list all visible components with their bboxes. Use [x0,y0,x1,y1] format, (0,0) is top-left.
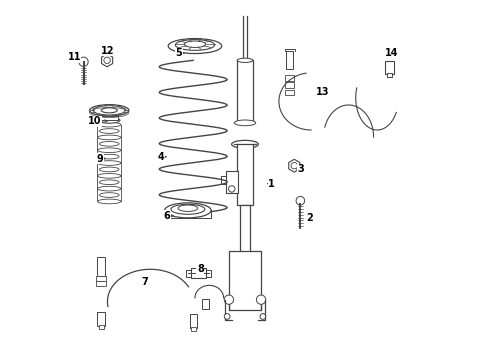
Bar [97,281,106,286]
Ellipse shape [98,148,121,153]
Text: 4: 4 [158,152,165,162]
Circle shape [260,314,266,319]
Circle shape [104,57,110,64]
Ellipse shape [98,174,121,178]
Ellipse shape [98,122,121,127]
Circle shape [256,295,266,304]
Bar [237,144,253,205]
Ellipse shape [237,58,253,63]
Ellipse shape [98,161,121,165]
Circle shape [224,295,234,304]
Bar [285,90,294,95]
Ellipse shape [165,203,211,218]
Text: 10: 10 [88,116,102,126]
Bar [240,205,250,251]
Ellipse shape [99,154,119,159]
Bar [386,61,394,74]
Bar [100,116,118,120]
Bar [192,327,196,331]
Ellipse shape [184,41,206,48]
Ellipse shape [99,129,119,133]
Polygon shape [101,54,113,67]
Bar [202,298,209,309]
Ellipse shape [99,180,119,185]
Ellipse shape [90,105,129,116]
Text: 3: 3 [297,164,304,174]
Text: 14: 14 [385,48,398,58]
Ellipse shape [175,40,215,50]
Ellipse shape [93,106,125,115]
Ellipse shape [234,120,256,126]
Bar [237,60,253,123]
Ellipse shape [171,204,205,214]
Text: 8: 8 [197,264,204,274]
Text: 1: 1 [269,179,275,189]
Ellipse shape [178,205,197,211]
Bar [98,257,105,276]
Bar [191,268,206,278]
Ellipse shape [99,167,119,172]
Ellipse shape [98,117,120,123]
Text: 13: 13 [316,87,330,98]
Bar [190,314,197,328]
Text: 11: 11 [68,53,81,63]
Ellipse shape [232,140,258,148]
Ellipse shape [98,199,121,204]
Ellipse shape [168,39,222,54]
Ellipse shape [99,193,119,197]
Text: 6: 6 [164,211,171,221]
Ellipse shape [98,186,121,191]
Circle shape [296,197,305,205]
Bar [387,73,392,77]
Circle shape [224,314,230,319]
Bar [98,312,105,327]
Text: 2: 2 [306,212,313,222]
Bar [97,276,106,281]
Text: 9: 9 [97,154,104,163]
Text: 5: 5 [175,48,182,58]
Ellipse shape [98,135,121,140]
Circle shape [79,57,88,66]
Text: 7: 7 [142,277,148,287]
Text: 12: 12 [101,46,114,56]
Bar [99,325,103,329]
Bar [285,75,294,81]
Polygon shape [289,159,300,172]
Bar [286,51,293,69]
Bar [285,82,294,88]
Bar [226,171,238,193]
Ellipse shape [99,141,119,146]
Circle shape [228,186,235,192]
Ellipse shape [101,108,117,113]
Circle shape [291,162,297,169]
